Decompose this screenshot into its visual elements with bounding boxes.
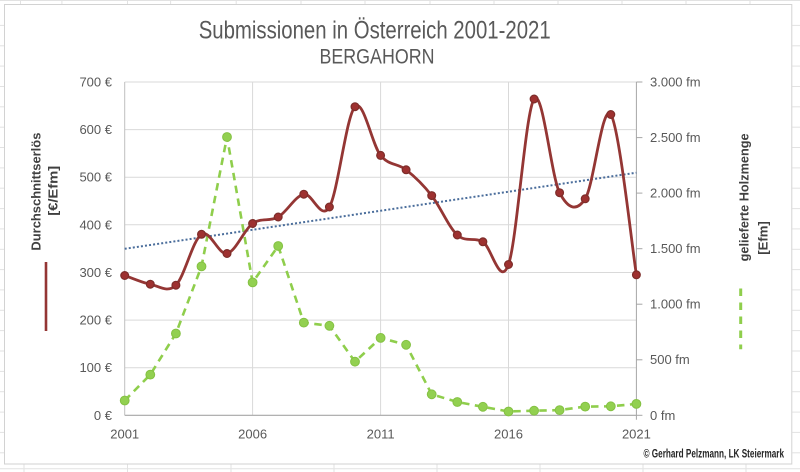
svg-text:© Gerhard Pelzmann, LK Steierm: © Gerhard Pelzmann, LK Steiermark [644, 448, 785, 460]
svg-text:0 fm: 0 fm [650, 408, 675, 423]
svg-text:Durchschnittserlös: Durchschnittserlös [29, 133, 44, 251]
svg-text:100 €: 100 € [79, 360, 112, 375]
svg-text:1.000 fm: 1.000 fm [650, 297, 701, 312]
svg-text:BERGAHORN: BERGAHORN [320, 46, 435, 69]
svg-text:300 €: 300 € [79, 265, 112, 280]
svg-text:2011: 2011 [367, 427, 395, 442]
svg-text:700 €: 700 € [79, 75, 112, 90]
svg-text:0 €: 0 € [94, 408, 113, 423]
svg-text:2001: 2001 [110, 427, 139, 442]
svg-text:[Efm]: [Efm] [756, 221, 771, 255]
svg-text:gelieferte Holzmenge: gelieferte Holzmenge [737, 133, 752, 261]
svg-text:500 fm: 500 fm [650, 352, 690, 367]
svg-text:3.000 fm: 3.000 fm [650, 75, 701, 90]
svg-text:[€/Efm]: [€/Efm] [46, 166, 61, 216]
svg-text:Submissionen in Österreich 200: Submissionen in Österreich 2001-2021 [199, 17, 551, 45]
svg-text:200 €: 200 € [79, 313, 112, 328]
svg-text:2016: 2016 [494, 427, 523, 442]
svg-text:2006: 2006 [238, 427, 267, 442]
svg-text:1.500 fm: 1.500 fm [650, 241, 701, 256]
svg-text:2.000 fm: 2.000 fm [650, 186, 701, 201]
svg-text:400 €: 400 € [79, 217, 112, 232]
svg-text:600 €: 600 € [79, 122, 112, 137]
svg-text:500 €: 500 € [79, 170, 112, 185]
svg-text:2021: 2021 [622, 427, 651, 442]
svg-text:2.500 fm: 2.500 fm [650, 130, 701, 145]
